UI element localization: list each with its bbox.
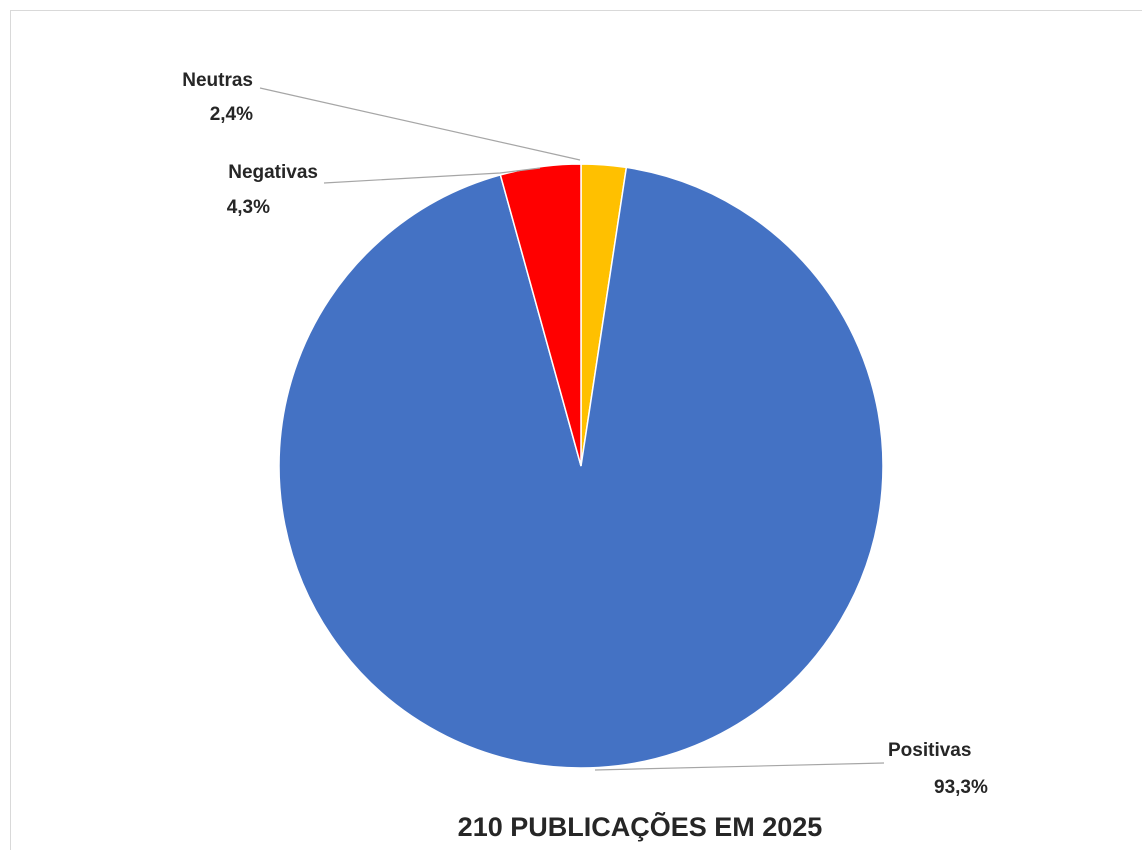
pie-slices: [278, 163, 884, 769]
pie-slice-positivas: [278, 166, 884, 769]
leader-line-negativas: [323, 167, 541, 184]
leader-line-neutras: [259, 87, 581, 161]
chart-frame: [10, 10, 1142, 850]
leader-lines: [259, 87, 885, 771]
slice-value-negativas: 4,3%: [227, 197, 270, 218]
pie-slice-negativas: [499, 163, 582, 467]
slice-label-positivas: Positivas: [888, 740, 971, 761]
slice-label-neutras: Neutras: [182, 70, 253, 91]
leader-line-positivas: [594, 762, 885, 771]
slice-value-neutras: 2,4%: [210, 104, 253, 125]
chart-title: 210 PUBLICAÇÕES EM 2025: [458, 811, 823, 842]
slice-value-positivas: 93,3%: [934, 777, 988, 798]
data-labels: Neutras 2,4% Positivas 93,3% Negativas 4,3%: [182, 70, 988, 798]
slice-label-negativas: Negativas: [228, 162, 318, 183]
